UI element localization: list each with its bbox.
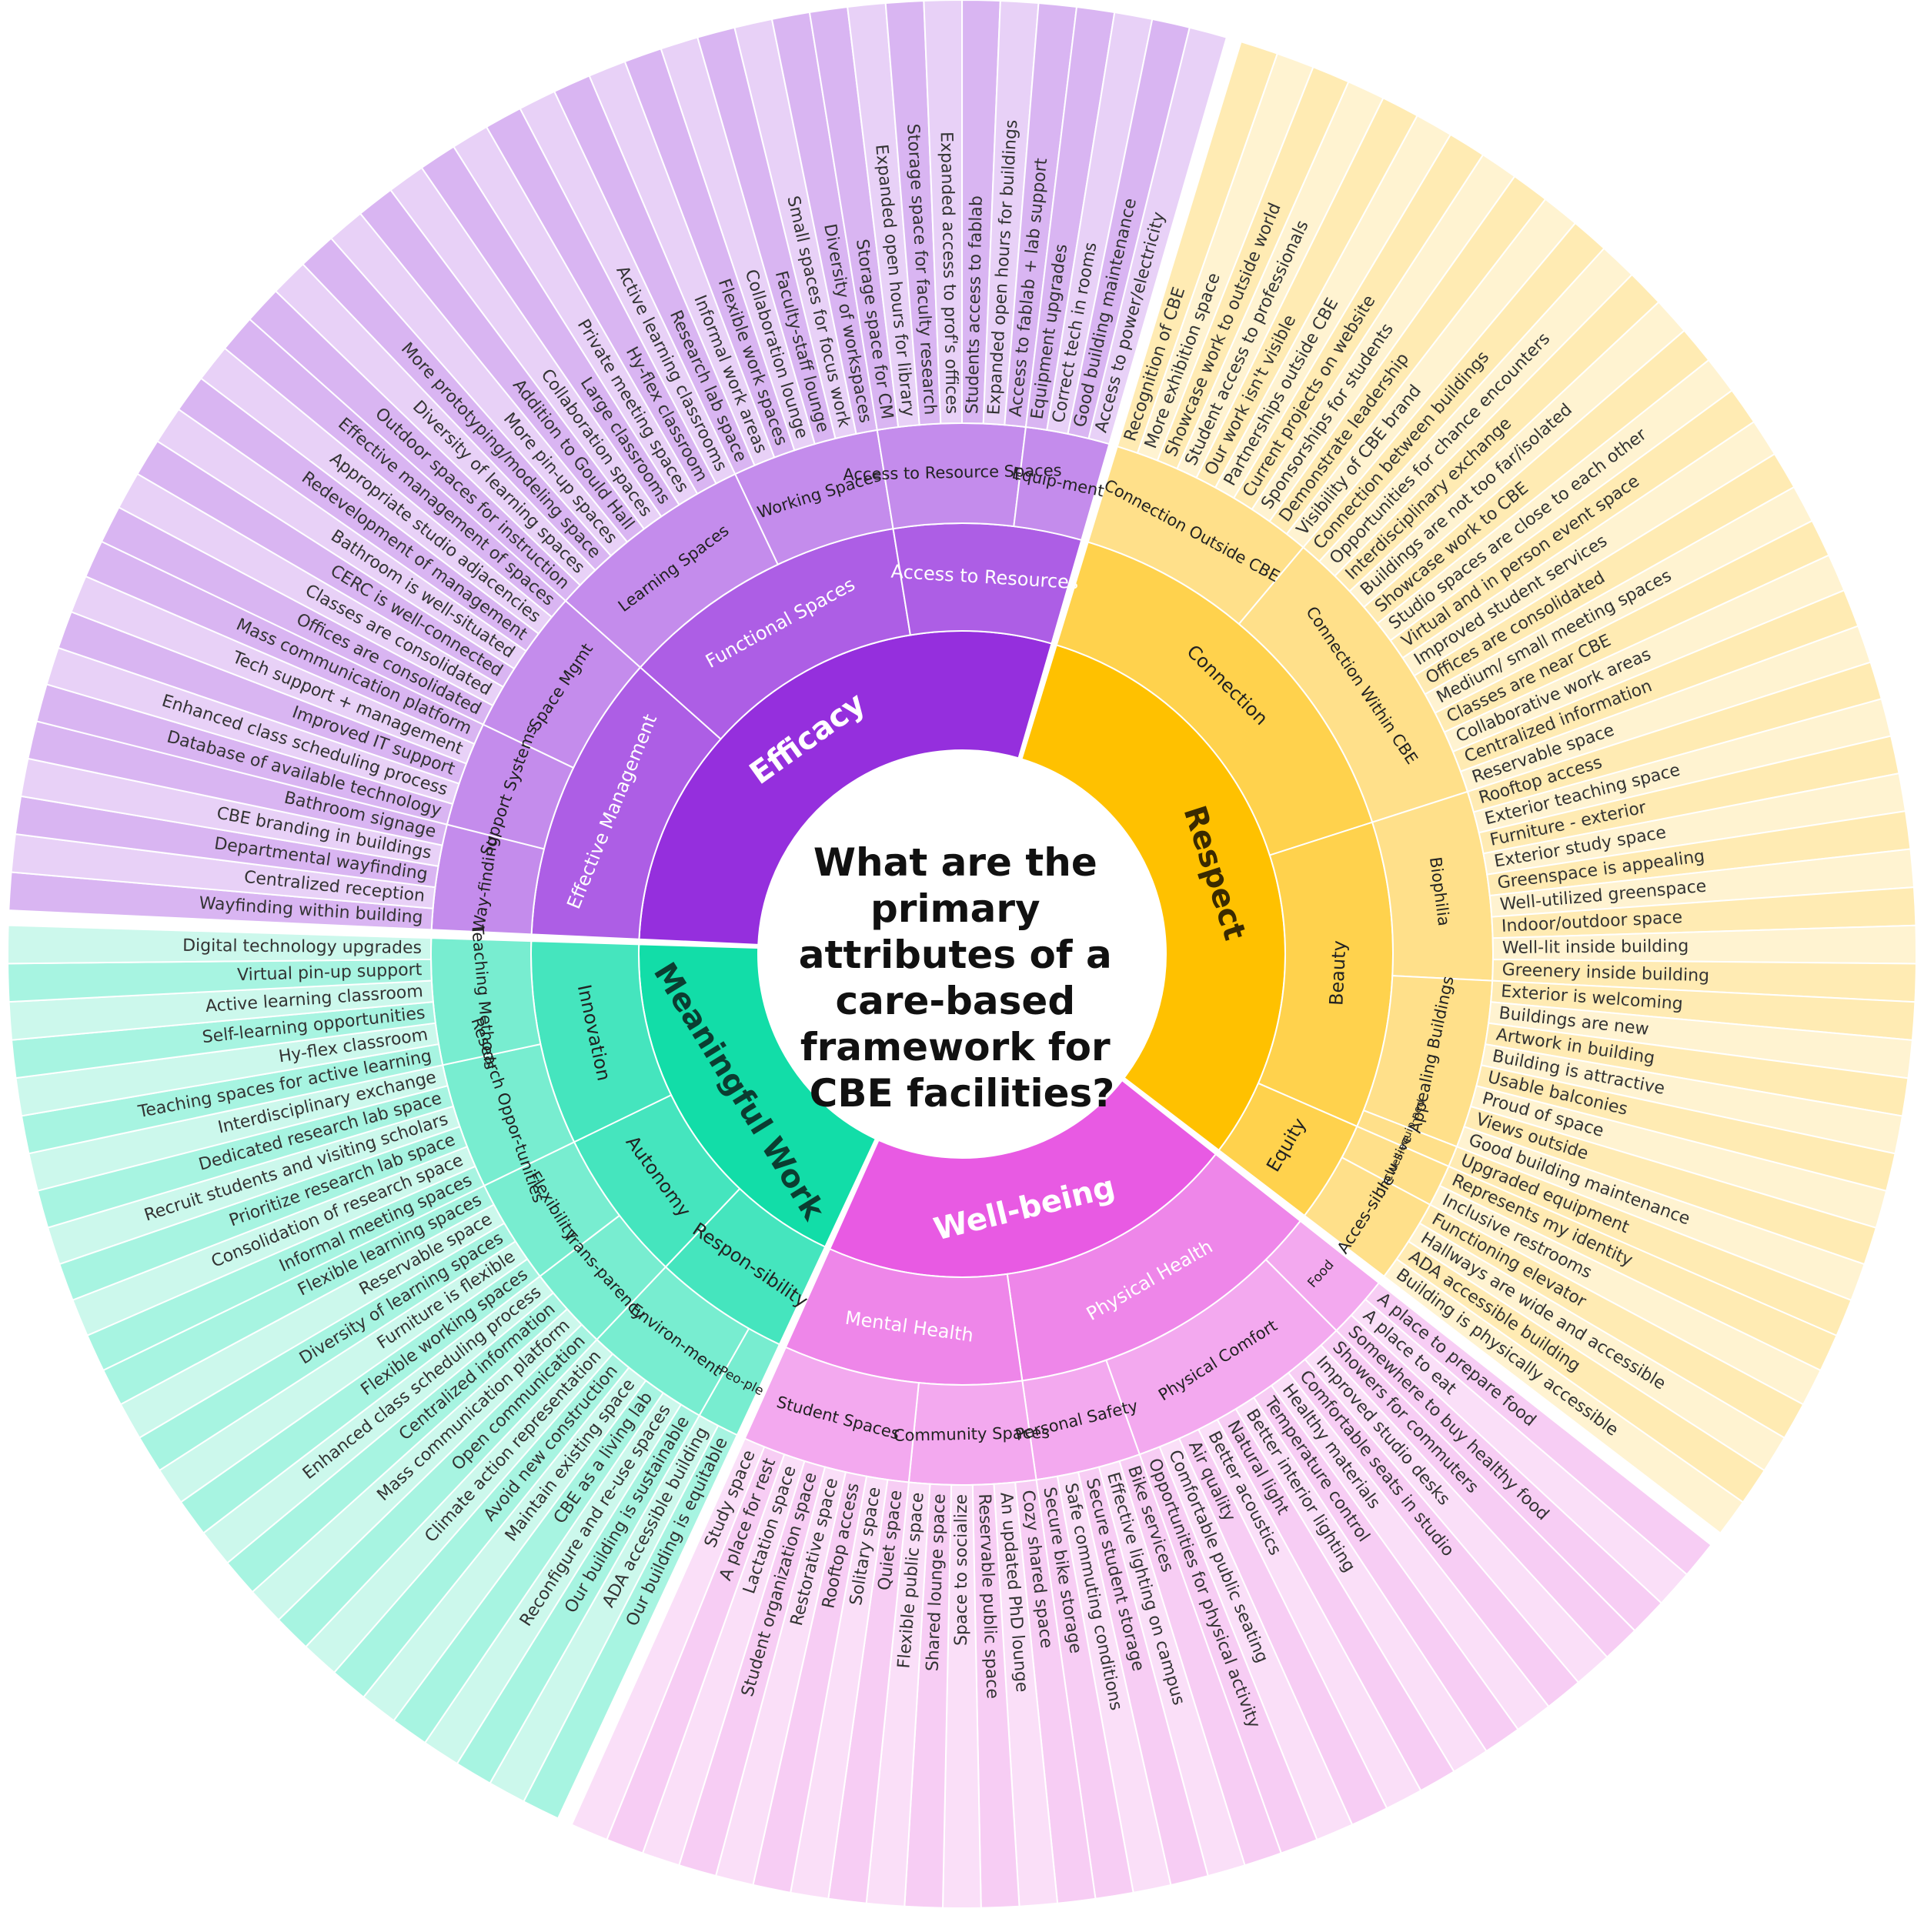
attribute-segment xyxy=(570,1437,766,1841)
center-title: What are the primary attributes of a car… xyxy=(799,840,1125,1116)
attribute-label: Students access to fablab xyxy=(963,195,987,414)
attribute-segment xyxy=(1382,1258,1745,1535)
attribute-label: Space to socialize xyxy=(952,1494,971,1646)
attribute-segment xyxy=(1087,26,1228,445)
center-hole xyxy=(758,750,1166,1158)
center-title-line-2: primary xyxy=(870,886,1040,931)
attribute-segment xyxy=(7,924,433,965)
attribute-label: Digital technology upgrades xyxy=(182,936,422,958)
sunburst-rings xyxy=(7,0,1918,1909)
center-title-line-3: attributes of a xyxy=(799,933,1112,977)
center-title-line-5: framework for xyxy=(800,1025,1111,1069)
center-title-line-1: What are the xyxy=(813,840,1097,885)
center-title-line-6: CBE facilities? xyxy=(810,1071,1115,1116)
theme-label-community-spaces: Community Spaces xyxy=(894,1423,1051,1445)
center-title-line-4: care-based xyxy=(835,979,1075,1023)
attribute-label: Well-lit inside building xyxy=(1502,937,1689,958)
theme-label-access-to-resource-spaces: Access to Resource Spaces xyxy=(843,461,1062,484)
subcategory-label-beauty: Beauty xyxy=(1325,940,1350,1006)
